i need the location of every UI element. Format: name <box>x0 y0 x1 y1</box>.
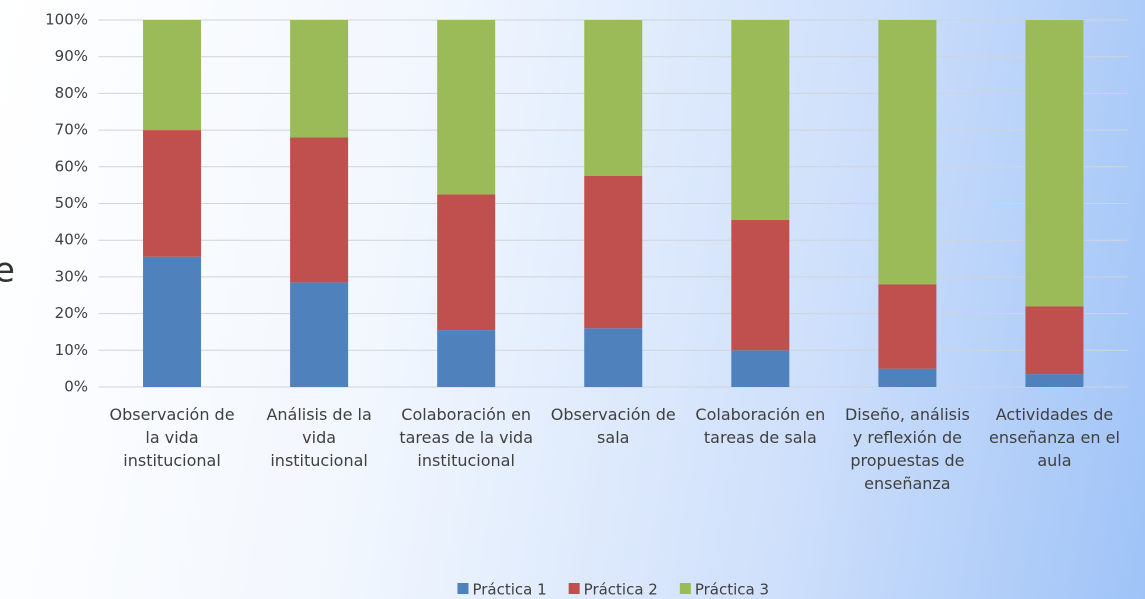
bar-segment <box>290 20 349 138</box>
legend-swatch <box>457 583 469 594</box>
legend-label: Práctica 3 <box>695 581 769 599</box>
y-tick-label: 0% <box>64 378 88 396</box>
bar-segment <box>878 284 937 369</box>
x-tick-label: Colaboración en tareas de sala <box>695 405 825 447</box>
bar-segment <box>437 194 496 331</box>
x-tick-label-line: y reflexión de <box>853 428 962 447</box>
x-tick-label-line: enseñanza en el <box>989 428 1120 447</box>
y-tick-label: 50% <box>55 194 88 212</box>
bar-segment <box>584 328 643 387</box>
x-tick-label: Colaboración en tareas de la vida instituc… <box>399 405 533 470</box>
y-tick-label: 30% <box>55 267 88 285</box>
y-tick-label: 80% <box>55 84 88 102</box>
x-tick-label-line: Análisis de la <box>266 405 371 424</box>
y-tick-label: 20% <box>55 304 88 322</box>
x-tick-label: Observación de sala <box>551 405 676 447</box>
legend-label: Práctica 2 <box>584 581 658 599</box>
x-tick-label-line: propuestas de <box>850 451 964 470</box>
x-tick-label: Diseño, análisis y reflexión de propuestas… <box>845 405 970 493</box>
legend-label: Práctica 1 <box>472 581 546 599</box>
x-tick-label-line: Colaboración en <box>401 405 531 424</box>
bar-segment <box>584 175 643 329</box>
y-tick-label: 90% <box>55 47 88 65</box>
x-tick-label-line: tareas de sala <box>704 428 817 447</box>
x-tick-label-line: enseñanza <box>864 474 950 493</box>
x-tick-label: Actividades de enseñanza en el aula <box>989 405 1120 470</box>
y-tick-label: 40% <box>55 231 88 249</box>
x-tick-label-line: Diseño, análisis <box>845 405 970 424</box>
bar-segment <box>143 130 202 257</box>
bar-segment <box>1025 20 1084 307</box>
x-tick-label: Observación de la vida institucional <box>110 405 235 470</box>
x-tick-label-line: Colaboración en <box>695 405 825 424</box>
y-tick-label: 70% <box>55 121 88 139</box>
x-tick-label-line: Observación de <box>551 405 676 424</box>
legend-swatch <box>568 583 580 594</box>
legend: Práctica 1 Práctica 2 Práctica 3 <box>457 581 769 599</box>
x-tick-label-line: Actividades de <box>996 405 1113 424</box>
background-text: e <box>0 251 15 291</box>
bar-segment <box>143 20 202 131</box>
bar-segment <box>1025 306 1084 375</box>
bar-segment <box>143 256 202 387</box>
bar-segment <box>731 220 790 351</box>
bar-segment <box>437 20 496 195</box>
x-tick-label-line: sala <box>597 428 629 447</box>
x-tick-label-line: institucional <box>123 451 220 470</box>
y-tick-label: 60% <box>55 157 88 175</box>
bar-segment <box>1025 374 1084 387</box>
x-tick-label: Análisis de la vida institucional <box>266 405 371 470</box>
x-tick-label-line: Observación de <box>110 405 235 424</box>
x-tick-label-line: institucional <box>417 451 514 470</box>
x-tick-label-line: tareas de la vida <box>399 428 533 447</box>
legend-swatch <box>679 583 691 594</box>
bar-segment <box>878 20 937 285</box>
y-tick-label: 10% <box>55 341 88 359</box>
bar-segment <box>290 137 349 283</box>
bar-segment <box>437 330 496 387</box>
x-tick-label-line: institucional <box>270 451 367 470</box>
bar-segment <box>584 20 643 176</box>
x-tick-label-line: aula <box>1037 451 1071 470</box>
bar-segment <box>878 368 937 387</box>
x-tick-label-line: vida <box>302 428 336 447</box>
x-tick-label-line: la vida <box>145 428 198 447</box>
bar-segment <box>731 350 790 387</box>
bar-segment <box>290 282 349 387</box>
y-tick-label: 100% <box>45 11 88 29</box>
bar-segment <box>731 20 790 221</box>
